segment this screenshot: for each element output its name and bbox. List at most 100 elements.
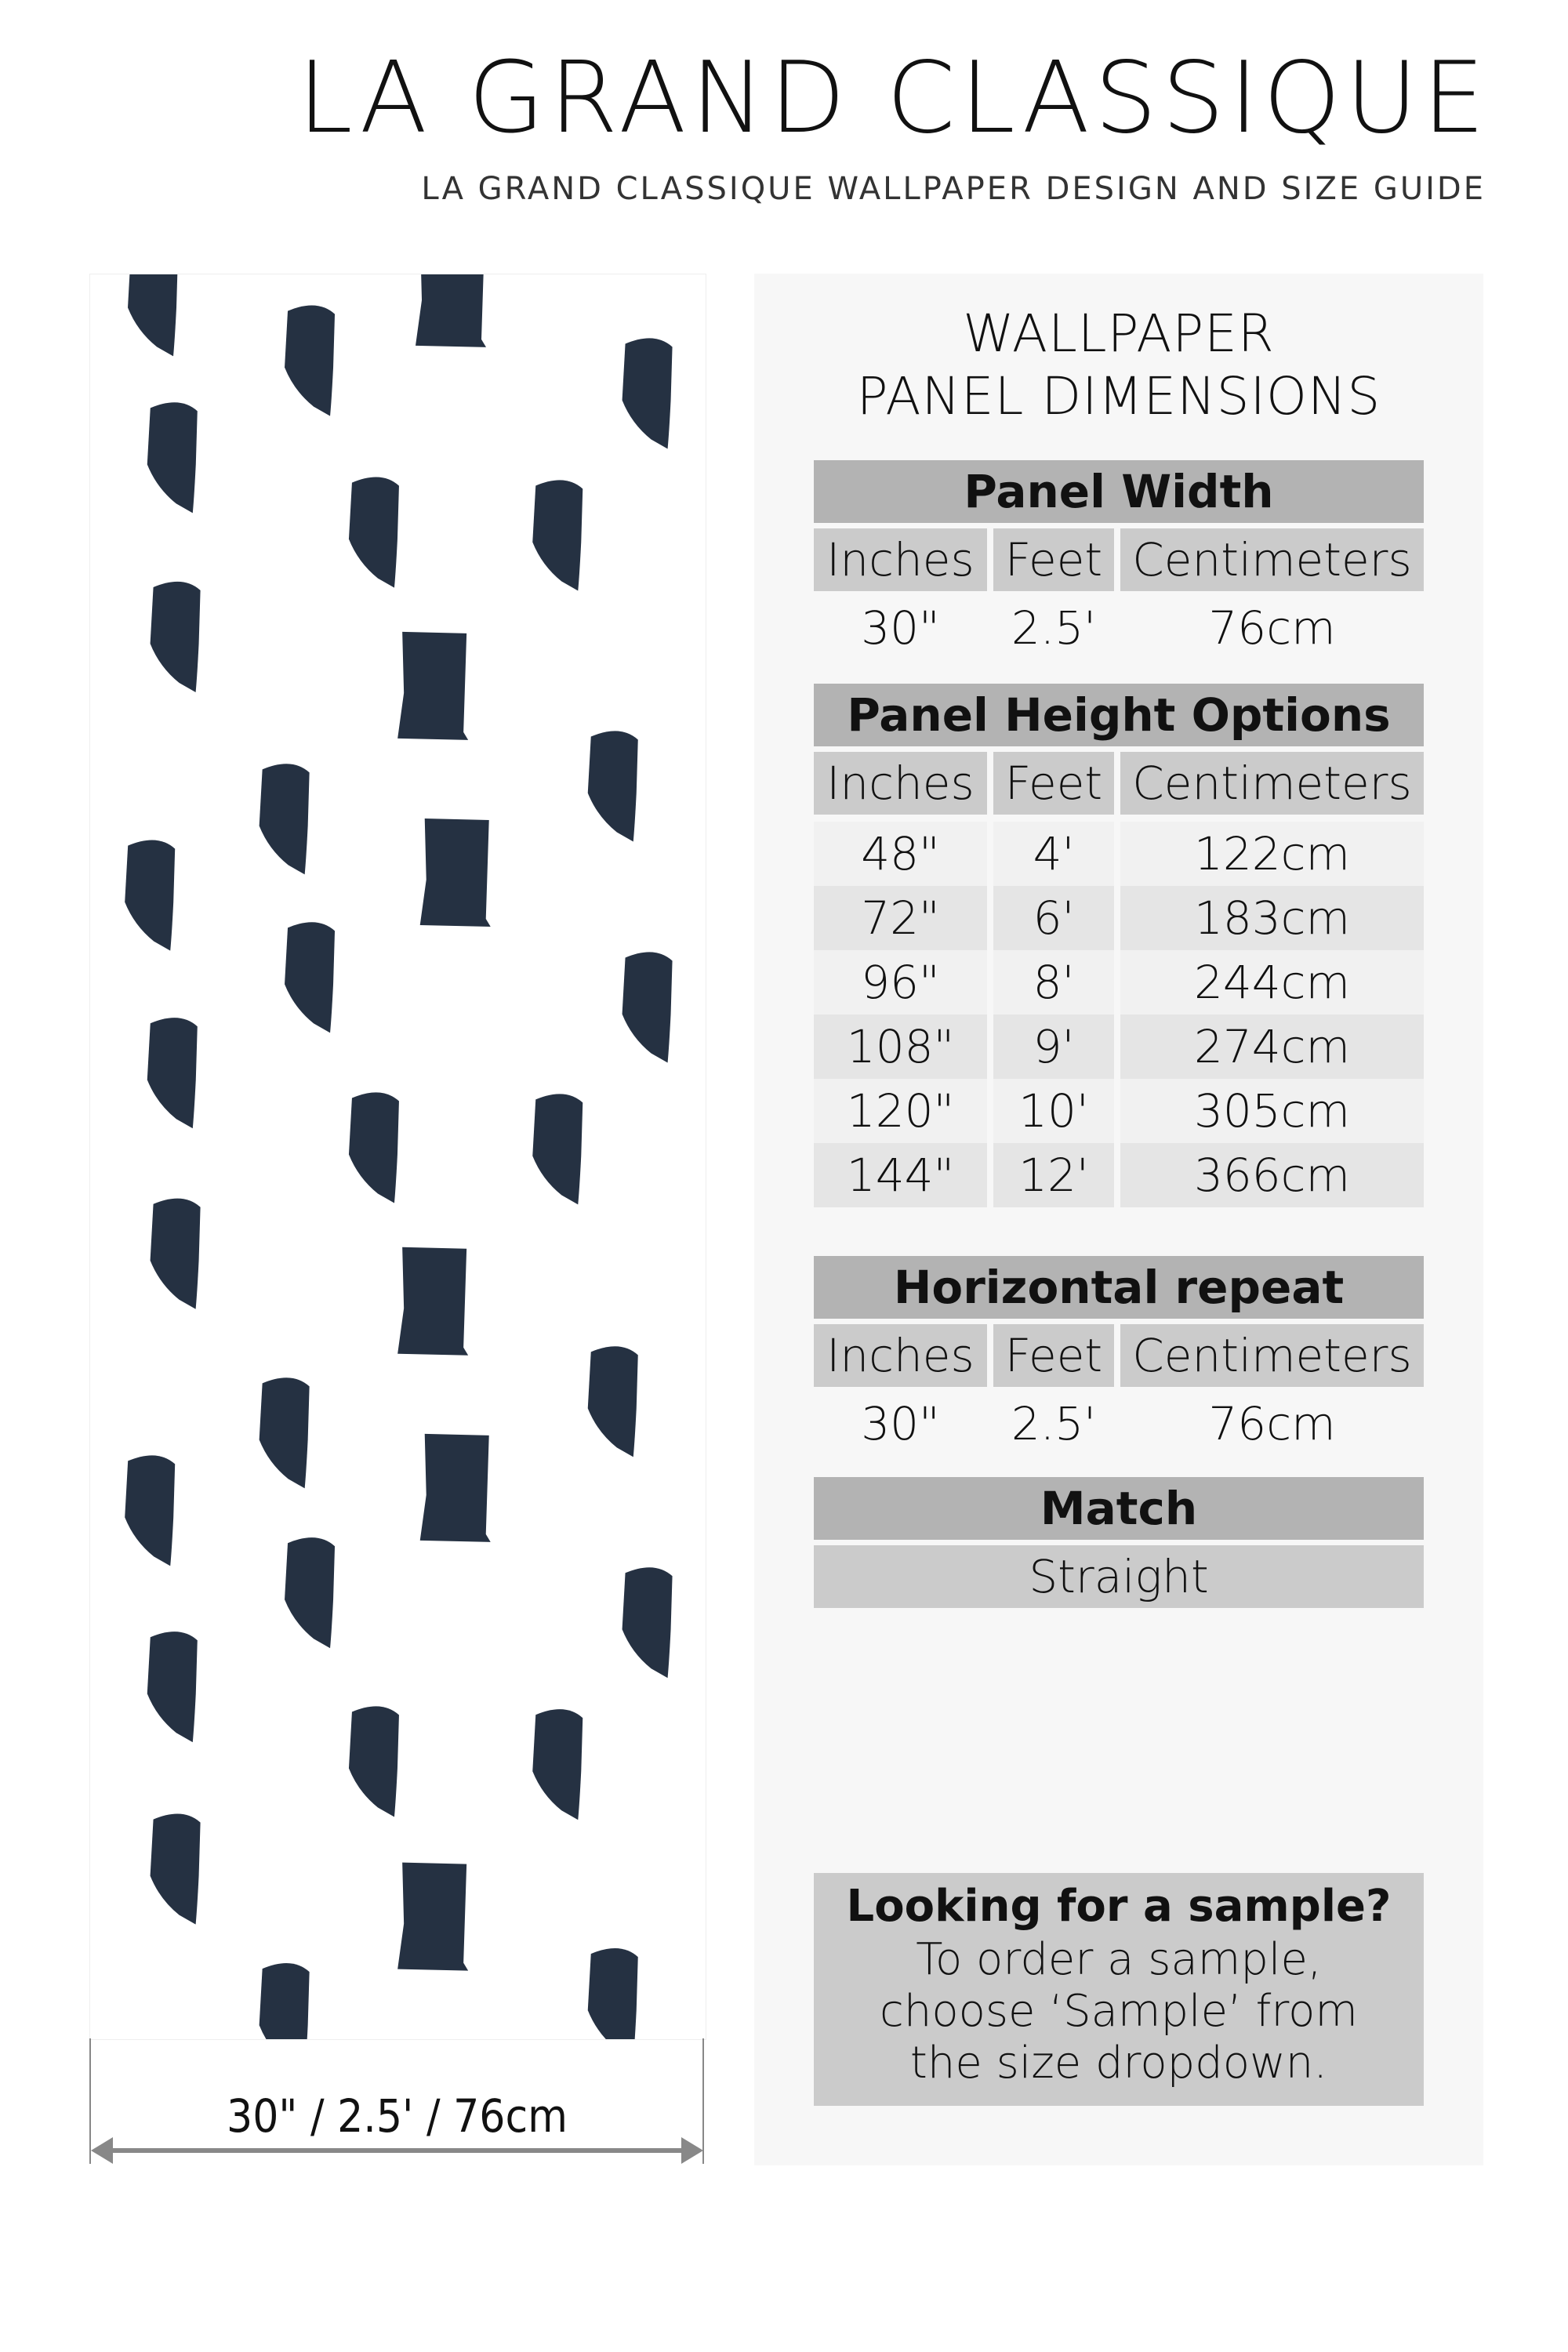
dimension-arrow-icon <box>89 2038 704 2164</box>
height-inches: 120" <box>814 1079 987 1143</box>
horizontal-repeat-table: Horizontal repeat Inches Feet Centimeter… <box>814 1256 1424 1455</box>
brush-stroke-mark <box>587 1947 638 2039</box>
col-cm: Centimeters <box>1120 528 1424 591</box>
brush-stroke-mark <box>125 840 176 951</box>
height-cm: 366cm <box>1120 1143 1424 1207</box>
width-dimension-indicator: 30" / 2.5' / 76cm <box>89 2038 705 2165</box>
brand-subtitle: LA GRAND CLASSIQUE WALLPAPER DESIGN AND … <box>421 171 1486 207</box>
height-inches: 108" <box>814 1014 987 1079</box>
sample-text-line: To order a sample, <box>916 1934 1322 1985</box>
brush-block-mark <box>419 818 491 927</box>
height-feet: 6' <box>993 886 1114 950</box>
height-inches: 96" <box>814 950 987 1014</box>
sample-text-line: the size dropdown. <box>909 2038 1328 2089</box>
width-cm: 76cm <box>1208 601 1336 655</box>
repeat-cm: 76cm <box>1208 1397 1336 1450</box>
panel-height-title: Panel Height Options <box>814 684 1424 746</box>
width-dimension-label: 30" / 2.5' / 76cm <box>227 2089 568 2143</box>
col-feet: Feet <box>993 528 1114 591</box>
brand-title: LA GRAND CLASSIQUE <box>297 40 1490 155</box>
brush-stroke-mark <box>348 1706 399 1817</box>
table-row: 96" 8' 244cm <box>814 950 1424 1014</box>
panel-dimensions-card: WALLPAPER PANEL DIMENSIONS Panel Width I… <box>754 274 1483 2165</box>
sample-info-box: Looking for a sample? To order a sample,… <box>814 1873 1424 2106</box>
table-row: 120" 10' 305cm <box>814 1079 1424 1143</box>
brush-stroke-mark <box>587 731 638 842</box>
match-value: Straight <box>814 1545 1424 1608</box>
brush-stroke-mark <box>587 1346 638 1457</box>
brush-stroke-mark <box>532 1709 583 1820</box>
brush-stroke-mark <box>150 581 201 693</box>
table-row: 108" 9' 274cm <box>814 1014 1424 1079</box>
repeat-inches: 30" <box>861 1397 940 1450</box>
height-feet: 10' <box>993 1079 1114 1143</box>
height-cm: 183cm <box>1120 886 1424 950</box>
brush-stroke-mark <box>147 1018 198 1129</box>
brush-stroke-mark <box>147 402 198 514</box>
repeat-feet: 2.5' <box>1011 1397 1097 1450</box>
brush-stroke-mark <box>259 1377 310 1489</box>
column-header-row: Inches Feet Centimeters <box>814 528 1424 591</box>
height-inches: 48" <box>814 822 987 886</box>
col-feet: Feet <box>993 752 1114 815</box>
brush-stroke-mark <box>622 338 673 449</box>
panel-width-title: Panel Width <box>814 460 1424 523</box>
brush-block-mark <box>397 1247 469 1356</box>
width-feet: 2.5' <box>1011 601 1097 655</box>
brush-stroke-mark <box>150 1813 201 1925</box>
brush-stroke-mark <box>285 922 336 1033</box>
panel-height-table: Panel Height Options Inches Feet Centime… <box>814 684 1424 1207</box>
width-inches: 30" <box>861 601 940 655</box>
height-cm: 122cm <box>1120 822 1424 886</box>
brush-stroke-mark <box>259 764 310 875</box>
height-inches: 72" <box>814 886 987 950</box>
col-inches: Inches <box>814 752 987 815</box>
panel-width-table: Panel Width Inches Feet Centimeters 30" … <box>814 460 1424 659</box>
height-cm: 274cm <box>1120 1014 1424 1079</box>
wallpaper-pattern-preview <box>89 274 706 2040</box>
table-row: 30" 2.5' 76cm <box>814 1392 1424 1455</box>
horizontal-repeat-title: Horizontal repeat <box>814 1256 1424 1319</box>
table-row: 72" 6' 183cm <box>814 886 1424 950</box>
height-cm: 244cm <box>1120 950 1424 1014</box>
brush-block-mark <box>419 1433 491 1542</box>
brush-stroke-mark <box>128 274 178 357</box>
pattern-strokes <box>125 274 673 2039</box>
height-inches: 144" <box>814 1143 987 1207</box>
sample-text-line: choose ‘Sample’ from <box>880 1986 1358 2037</box>
match-title: Match <box>814 1477 1424 1540</box>
col-inches: Inches <box>814 1324 987 1387</box>
brush-block-mark <box>416 274 487 347</box>
table-row: 48" 4' 122cm <box>814 822 1424 886</box>
height-feet: 12' <box>993 1143 1114 1207</box>
height-cm: 305cm <box>1120 1079 1424 1143</box>
col-cm: Centimeters <box>1120 752 1424 815</box>
table-row: 30" 2.5' 76cm <box>814 597 1424 659</box>
brush-stroke-mark <box>622 1567 673 1679</box>
panel-heading-line2: PANEL DIMENSIONS <box>856 366 1381 426</box>
col-feet: Feet <box>993 1324 1114 1387</box>
brush-stroke-mark <box>285 305 336 416</box>
brush-stroke-mark <box>532 480 583 591</box>
height-feet: 8' <box>993 950 1114 1014</box>
brush-stroke-mark <box>259 1963 310 2039</box>
brush-stroke-mark <box>125 1455 176 1566</box>
brush-stroke-mark <box>622 952 673 1063</box>
sample-title: Looking for a sample? <box>846 1881 1392 1932</box>
height-feet: 9' <box>993 1014 1114 1079</box>
brush-stroke-mark <box>348 1092 399 1203</box>
brush-stroke-mark <box>532 1094 583 1205</box>
match-table: Match Straight <box>814 1477 1424 1608</box>
brush-stroke-mark <box>147 1632 198 1743</box>
height-feet: 4' <box>993 822 1114 886</box>
column-header-row: Inches Feet Centimeters <box>814 1324 1424 1387</box>
panel-heading-line1: WALLPAPER <box>963 303 1275 364</box>
col-inches: Inches <box>814 528 987 591</box>
brush-stroke-mark <box>285 1537 336 1649</box>
brush-stroke-mark <box>150 1198 201 1309</box>
brush-block-mark <box>397 631 469 740</box>
brush-block-mark <box>397 1862 469 1971</box>
column-header-row: Inches Feet Centimeters <box>814 752 1424 815</box>
col-cm: Centimeters <box>1120 1324 1424 1387</box>
brush-stroke-mark <box>348 477 399 588</box>
